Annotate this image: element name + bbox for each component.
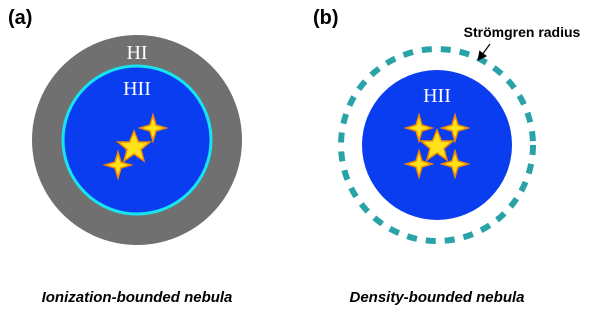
hi-label: HI — [126, 42, 147, 64]
annotation: Strömgren radius — [464, 24, 581, 40]
caption: Ionization-bounded nebula — [42, 289, 233, 306]
panel-a: (a) HI HII Ionization-bounded nebula — [8, 7, 242, 306]
hii-label: HII — [423, 85, 451, 107]
annotation-arrow — [479, 44, 490, 59]
panel-label: (b) — [313, 7, 339, 29]
hii-label: HII — [123, 78, 151, 100]
panel-b: (b) HII Strömgren radius Density-bounded… — [313, 7, 581, 306]
caption: Density-bounded nebula — [349, 289, 524, 306]
panel-label: (a) — [8, 7, 32, 29]
diagram: (a) HI HII Ionization-bounded nebula (b)… — [0, 0, 599, 310]
